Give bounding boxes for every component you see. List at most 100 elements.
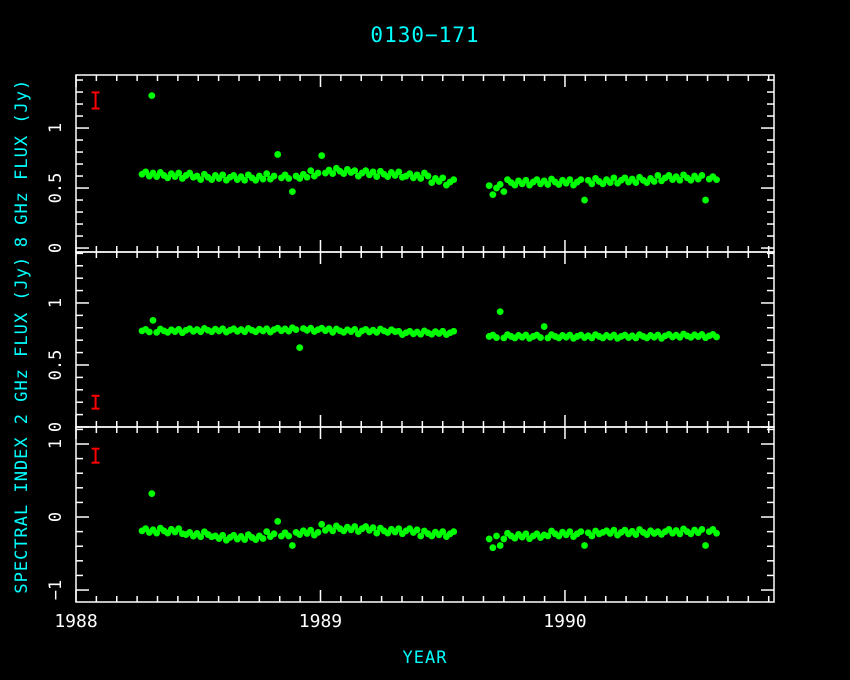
data-point (149, 316, 157, 324)
error-bar-marker (91, 394, 100, 410)
data-point (489, 544, 497, 552)
data-point (314, 528, 322, 536)
data-point (713, 529, 720, 537)
data-point (413, 526, 421, 534)
data-point (270, 172, 278, 180)
data-point (493, 532, 500, 540)
data-point (288, 188, 296, 196)
data-point (654, 172, 662, 179)
data-point (566, 176, 574, 184)
data-point (263, 170, 271, 178)
data-point (566, 528, 574, 536)
data-point (274, 517, 282, 525)
data-point (610, 526, 618, 534)
data-point (588, 180, 596, 188)
data-point (307, 167, 315, 175)
data-point (650, 178, 658, 185)
x-tick-label: 1989 (299, 611, 342, 632)
data-point (307, 526, 315, 534)
data-point (241, 176, 249, 184)
data-point (676, 176, 684, 184)
x-tick-label: 1990 (543, 611, 586, 632)
data-point (373, 173, 381, 181)
data-point (485, 535, 493, 543)
data-point (351, 523, 359, 530)
data-point (537, 334, 544, 341)
data-point (369, 524, 377, 532)
data-point (259, 535, 267, 542)
chart-title: 0130−171 (370, 23, 479, 47)
data-point (263, 528, 271, 536)
y-axis-title-spectral-index: SPECTRAL INDEX (12, 436, 32, 593)
data-point (610, 174, 618, 182)
data-point (632, 179, 640, 187)
plot-layer: 0 0.5 1 0 0.5 1 −1 0 1 1988 1989 1990 (46, 74, 775, 632)
data-point (577, 528, 585, 536)
data-point (369, 168, 377, 176)
data-point (450, 327, 458, 335)
data-point (175, 525, 183, 533)
data-point (270, 530, 278, 538)
data-point (713, 333, 720, 341)
data-point (395, 168, 403, 176)
tick-label: 0 (46, 243, 66, 253)
error-bar-marker (91, 91, 100, 110)
x-tick-label: 1988 (54, 611, 97, 632)
data-point (373, 529, 381, 537)
data-point (702, 196, 709, 204)
data-point (450, 176, 458, 184)
tick-label: 0 (46, 512, 66, 522)
data-point (292, 326, 300, 334)
panel-border-spectral-index (75, 426, 775, 603)
data-point (241, 536, 249, 544)
tick-label: 0.5 (46, 350, 66, 381)
tick-label: 1 (46, 298, 66, 308)
data-point (197, 176, 205, 184)
data-point (500, 535, 508, 543)
data-point (329, 527, 337, 535)
x-axis-title: YEAR (403, 648, 448, 668)
data-point (496, 181, 504, 188)
data-point (197, 533, 205, 541)
tick-label: 1 (46, 439, 66, 449)
data-point (540, 323, 548, 330)
data-point (351, 167, 359, 175)
data-point (219, 531, 227, 539)
data-point (395, 525, 403, 533)
data-point (314, 169, 322, 177)
data-point (450, 528, 458, 536)
data-point (318, 152, 326, 160)
data-point (145, 328, 153, 336)
data-point (318, 520, 326, 528)
data-point (175, 169, 183, 177)
data-point (581, 542, 588, 549)
data-points-2ghz-flux (138, 308, 720, 352)
data-point (303, 173, 311, 181)
data-point (496, 308, 504, 316)
data-point (544, 532, 552, 540)
data-point (148, 92, 156, 100)
data-point (285, 532, 293, 540)
data-point (219, 171, 227, 179)
data-point (296, 344, 304, 352)
data-point (698, 526, 706, 533)
data-points-spectral-index (138, 490, 720, 552)
data-point (489, 191, 497, 199)
data-point (439, 174, 447, 182)
data-point (588, 532, 596, 540)
error-bar-marker (91, 447, 100, 464)
data-point (698, 172, 706, 179)
data-point (285, 175, 293, 182)
data-point (288, 542, 296, 549)
data-point (274, 151, 282, 158)
data-point (632, 531, 640, 538)
tick-label: 1 (46, 123, 66, 133)
data-point (676, 530, 684, 538)
data-point (329, 170, 337, 178)
data-point (148, 490, 156, 498)
data-point (500, 188, 508, 196)
data-point (606, 179, 614, 187)
